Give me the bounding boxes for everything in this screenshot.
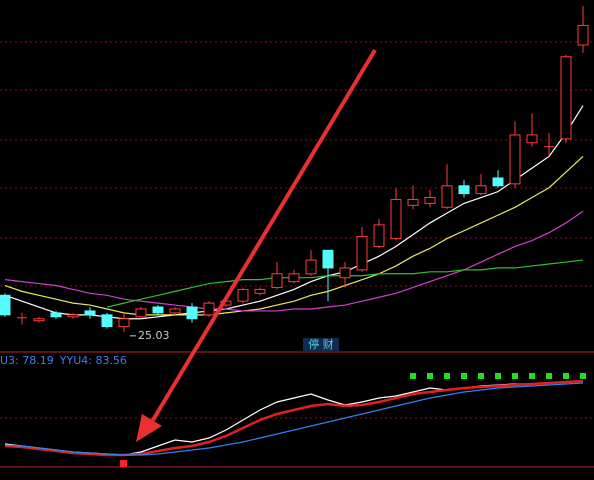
- candle-body: [339, 267, 351, 279]
- candle-body: [84, 310, 96, 316]
- candle-body: [118, 318, 130, 328]
- candle-body: [356, 236, 368, 271]
- candle-body: [305, 259, 317, 275]
- signal-square: [529, 373, 535, 379]
- signal-square: [410, 373, 416, 379]
- candle-body: [560, 56, 572, 140]
- candle-body: [50, 312, 62, 318]
- signal-square: [478, 373, 484, 379]
- signal-square: [563, 373, 569, 379]
- candle-body: [526, 134, 538, 144]
- candle-body: [67, 314, 79, 318]
- candle-body: [492, 177, 504, 187]
- signal-square: [512, 373, 518, 379]
- candle-body: [254, 288, 266, 294]
- caption-box: [303, 338, 339, 352]
- candle-body: [203, 302, 215, 316]
- candle-body: [135, 308, 147, 318]
- arrow-head: [136, 414, 162, 442]
- readout: YYU4: 83.56: [59, 354, 127, 367]
- candle-body: [186, 306, 198, 320]
- candle-body: [288, 273, 300, 283]
- candle-body: [152, 306, 164, 314]
- signal-square: [546, 373, 552, 379]
- low-label: 25.03: [138, 329, 170, 342]
- indicator-line: [4, 156, 584, 316]
- grid: [0, 41, 594, 419]
- candle-body: [458, 185, 470, 195]
- arrow-shaft: [148, 48, 377, 427]
- signal-square: [461, 373, 467, 379]
- candle-body: [475, 185, 487, 195]
- signal-square: [427, 373, 433, 379]
- indicator-line: [4, 105, 584, 320]
- candle-body: [322, 249, 334, 269]
- indicator-readout: U3: 78.19 YYU4: 83.56: [0, 354, 127, 367]
- arrow: [136, 48, 377, 442]
- candle-body: [577, 24, 589, 46]
- signal-square: [580, 373, 586, 379]
- candle-body: [509, 134, 521, 185]
- candle-body: [271, 273, 283, 288]
- candle-body: [101, 314, 113, 328]
- signal-marker: [120, 460, 127, 467]
- candle-body: [33, 318, 45, 322]
- candle-body: [424, 197, 436, 204]
- signal-square: [444, 373, 450, 379]
- indicator-line: [4, 382, 584, 456]
- indicator-line: [4, 379, 584, 457]
- candle-body: [373, 224, 385, 247]
- indicator-line: [4, 210, 584, 312]
- candle-body: [0, 294, 11, 316]
- candle-body: [169, 308, 181, 314]
- candle-body: [390, 198, 402, 240]
- caption: 停 财: [308, 337, 334, 351]
- plot: 25.03: [0, 5, 589, 457]
- readout: U3: 78.19: [0, 354, 54, 367]
- candle-body: [407, 198, 419, 206]
- candle-body: [237, 288, 249, 302]
- candle-body: [441, 185, 453, 208]
- signal-square: [495, 373, 501, 379]
